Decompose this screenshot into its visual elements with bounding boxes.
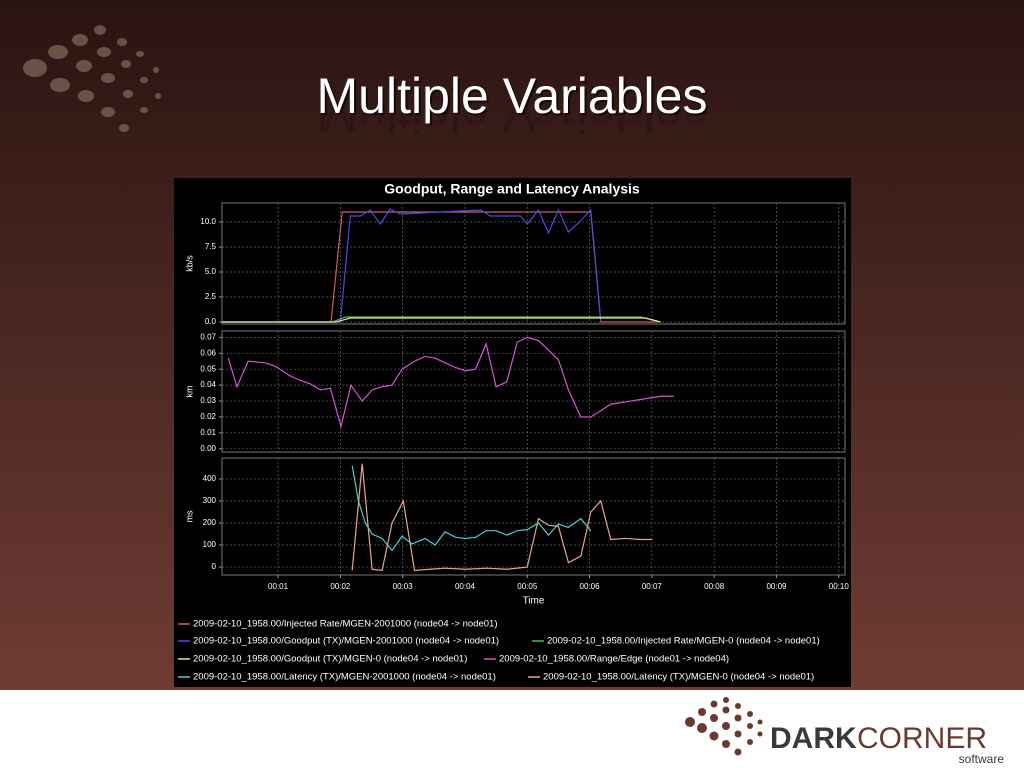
y-tick-label: 0.03 xyxy=(200,396,216,405)
title-shadow: Multiple Variables xyxy=(319,70,710,126)
y-tick-label: 0.07 xyxy=(200,332,216,341)
x-tick-label: 00:04 xyxy=(455,582,476,591)
footer-band xyxy=(0,690,1024,768)
y-tick-label: 300 xyxy=(203,496,217,505)
logo: DARK CORNER software xyxy=(685,697,1004,766)
logo-dark: DARK xyxy=(770,722,857,755)
legend-entry: 2009-02-10_1958.00/Latency (TX)/MGEN-200… xyxy=(178,672,496,683)
legend-label: 2009-02-10_1958.00/Goodput (TX)/MGEN-0 (… xyxy=(193,654,467,665)
data-line xyxy=(222,317,661,323)
legend: 2009-02-10_1958.00/Injected Rate/MGEN-20… xyxy=(178,619,820,683)
legend-label: 2009-02-10_1958.00/Injected Rate/MGEN-20… xyxy=(193,619,497,630)
x-tick-label: 00:07 xyxy=(642,582,663,591)
x-tick-label: 00:02 xyxy=(330,582,351,591)
plot-area xyxy=(221,202,846,325)
y-tick-label: 0.0 xyxy=(205,317,217,326)
series-group xyxy=(227,336,674,429)
chart-title: Goodput, Range and Latency Analysis xyxy=(384,181,640,197)
x-tick-label: 00:10 xyxy=(829,582,850,591)
y-tick-label: 0.04 xyxy=(200,380,216,389)
y-tick-label: 200 xyxy=(203,518,217,527)
legend-entry: 2009-02-10_1958.00/Injected Rate/MGEN-20… xyxy=(178,619,497,630)
x-tick-label: 00:05 xyxy=(517,582,538,591)
legend-label: 2009-02-10_1958.00/Latency (TX)/MGEN-200… xyxy=(193,672,496,683)
x-tick-label: 00:01 xyxy=(268,582,289,591)
logo-tagline: software xyxy=(959,752,1005,766)
x-tick-label: 00:09 xyxy=(766,582,787,591)
y-tick-label: 0 xyxy=(212,562,217,571)
subplot: 0.00 0.01 0.02 0.03 0.04 0.05 0.06 0.07 km xyxy=(184,330,846,453)
y-tick-label: 0.05 xyxy=(200,364,216,373)
y-tick-label: 0.01 xyxy=(200,428,216,437)
y-axis-label: ms xyxy=(184,510,194,522)
data-line xyxy=(351,463,653,572)
legend-entry: 2009-02-10_1958.00/Goodput (TX)/MGEN-200… xyxy=(178,636,499,647)
legend-entry: 2009-02-10_1958.00/Injected Rate/MGEN-0 … xyxy=(532,636,820,647)
logo-corner: CORNER xyxy=(857,722,987,755)
legend-entry: 2009-02-10_1958.00/Latency (TX)/MGEN-0 (… xyxy=(528,672,814,683)
data-line xyxy=(227,336,674,429)
decor-dots xyxy=(23,25,161,132)
legend-label: 2009-02-10_1958.00/Goodput (TX)/MGEN-200… xyxy=(193,636,499,647)
legend-label: 2009-02-10_1958.00/Range/Edge (node01 ->… xyxy=(499,654,729,665)
y-tick-label: 100 xyxy=(203,540,217,549)
y-axis-label: kb/s xyxy=(184,255,194,272)
x-axis-label: Time xyxy=(523,596,545,607)
logo-dots xyxy=(685,697,763,756)
subplot: 0.0 2.5 5.0 7.5 10.0 kb/s xyxy=(184,202,846,326)
y-axis-label: km xyxy=(184,386,194,398)
data-line xyxy=(351,465,592,552)
plot-area xyxy=(221,330,846,453)
plot-area xyxy=(221,457,846,576)
y-tick-label: 5.0 xyxy=(205,267,217,276)
legend-entry: 2009-02-10_1958.00/Range/Edge (node01 ->… xyxy=(484,654,729,665)
slide-title: Multiple Variables xyxy=(317,68,708,124)
series-group xyxy=(351,463,653,572)
y-tick-label: 400 xyxy=(203,474,217,483)
legend-label: 2009-02-10_1958.00/Injected Rate/MGEN-0 … xyxy=(547,636,820,647)
y-tick-label: 0.06 xyxy=(200,348,216,357)
plots: 0.0 2.5 5.0 7.5 10.0 kb/s 0.00 0.01 0.02 0.03 0.04… xyxy=(184,202,850,607)
y-tick-label: 0.00 xyxy=(200,444,216,453)
y-tick-label: 2.5 xyxy=(205,292,217,301)
x-tick-label: 00:08 xyxy=(704,582,725,591)
series-group xyxy=(222,208,661,323)
subplot: 0 100 200 300 400 00:01 00:02 00:03 00:04 00:05 00… xyxy=(184,457,850,607)
legend-label: 2009-02-10_1958.00/Latency (TX)/MGEN-0 (… xyxy=(543,672,814,683)
x-tick-label: 00:06 xyxy=(580,582,601,591)
y-tick-label: 10.0 xyxy=(200,217,216,226)
legend-entry: 2009-02-10_1958.00/Goodput (TX)/MGEN-0 (… xyxy=(178,654,467,665)
y-tick-label: 0.02 xyxy=(200,412,216,421)
title-reflection: Multiple Variables xyxy=(317,86,708,142)
data-line xyxy=(222,208,602,323)
x-tick-label: 00:03 xyxy=(393,582,414,591)
y-tick-label: 7.5 xyxy=(205,242,217,251)
